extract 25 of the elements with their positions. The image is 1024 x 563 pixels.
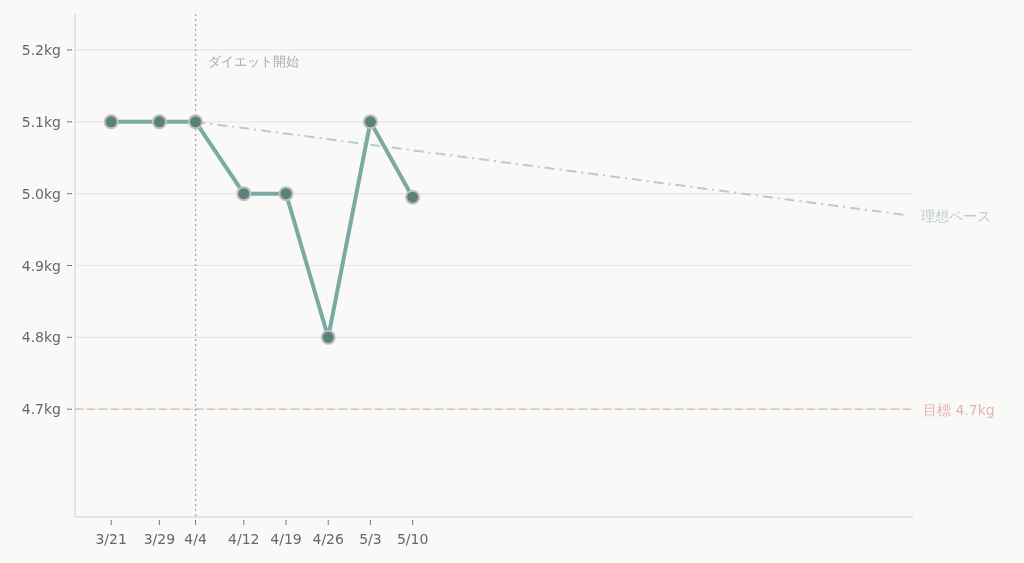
x-tick-label: 5/10 [396,531,429,547]
ref-line-label: ダイエット開始 [207,54,299,69]
y-tick-label: 5.1kg [21,113,61,130]
point [188,114,204,130]
x-tick-label: 3/29 [143,531,176,547]
point [362,114,378,130]
point [236,186,252,202]
y-tick-label: 5.2kg [21,41,61,58]
y-tick-label: 4.7kg [21,401,61,418]
point [103,114,119,130]
x-tick-label: 4/26 [312,531,345,547]
point [278,186,294,202]
x-tick-label: 4/4 [184,531,207,547]
x-tick-label: 5/3 [359,531,382,547]
point [320,329,336,345]
point [405,189,421,205]
y-tick-label: 5.0kg [21,185,61,202]
point [151,114,167,130]
series-label: 理想ペース [920,208,991,225]
ref-line-label: 目標 4.7kg [923,402,995,419]
y-tick-label: 4.8kg [21,329,61,346]
x-tick-label: 4/12 [228,531,260,547]
x-tick-label: 4/19 [270,531,302,547]
y-tick-label: 4.9kg [21,257,61,274]
x-tick-label: 3/21 [95,531,127,547]
